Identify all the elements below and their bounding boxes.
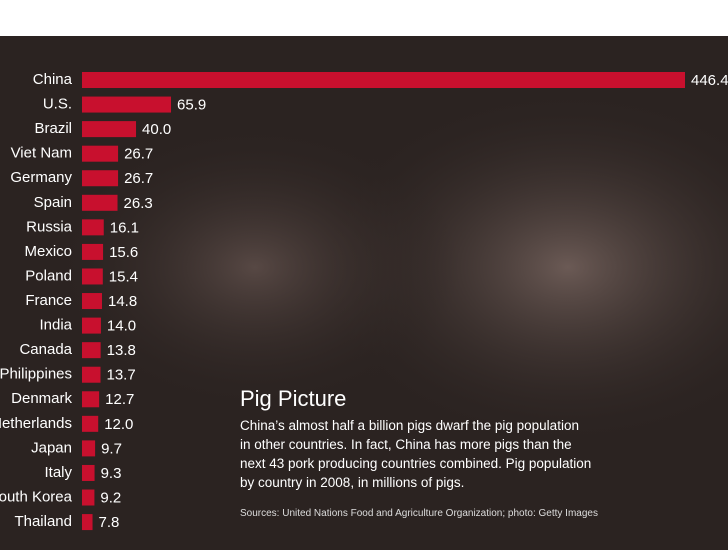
bar <box>82 415 99 432</box>
value-label: 65.9 <box>177 97 206 114</box>
bar <box>82 194 118 211</box>
value-label: 9.3 <box>101 465 122 482</box>
category-label: Canada <box>19 341 72 358</box>
source: Sources: United Nations Food and Agricul… <box>240 508 598 519</box>
value-label: 14.8 <box>108 293 137 310</box>
value-label: 13.8 <box>107 342 136 359</box>
bar <box>82 96 172 113</box>
category-label: South Korea <box>0 488 73 505</box>
bar <box>82 243 104 260</box>
value-label: 12.7 <box>105 391 134 408</box>
description: China’s almost half a billion pigs dwarf… <box>240 416 720 492</box>
bar <box>82 293 102 310</box>
bar <box>82 464 95 481</box>
bar <box>82 342 101 359</box>
category-label: Thailand <box>14 513 72 530</box>
category-label: Netherlands <box>0 415 72 432</box>
chart-title: Pig Picture <box>240 386 347 411</box>
category-label: Mexico <box>24 243 72 260</box>
description-line: by country in 2008, in millions of pigs. <box>240 475 465 490</box>
value-label: 40.0 <box>142 121 171 138</box>
value-label: 12.0 <box>104 416 133 433</box>
value-label: 446.4 <box>691 72 728 89</box>
category-label: Brazil <box>34 120 72 137</box>
bar <box>82 366 101 383</box>
value-label: 26.7 <box>124 170 153 187</box>
category-label: China <box>33 71 73 88</box>
category-label: India <box>39 317 72 334</box>
bar <box>82 121 137 138</box>
description-line: in other countries. In fact, China has m… <box>240 437 572 452</box>
bar <box>82 170 119 187</box>
category-label: Italy <box>44 464 72 481</box>
value-label: 13.7 <box>107 367 136 384</box>
annotation: Pig Picture China’s almost half a billio… <box>240 386 720 519</box>
bar <box>82 489 95 506</box>
category-label: France <box>25 292 72 309</box>
value-label: 9.2 <box>100 489 121 506</box>
value-label: 14.0 <box>107 318 136 335</box>
value-label: 26.3 <box>124 195 153 212</box>
value-label: 9.7 <box>101 440 122 457</box>
category-label: U.S. <box>43 96 72 113</box>
category-label: Denmark <box>11 390 72 407</box>
category-label: Germany <box>10 169 72 186</box>
bar <box>82 391 100 408</box>
description-line: next 43 pork producing countries combine… <box>240 456 592 471</box>
bar <box>82 514 93 531</box>
value-label: 15.4 <box>109 268 138 285</box>
category-label: Russia <box>26 218 73 235</box>
category-label: Poland <box>25 267 72 284</box>
bar <box>82 145 119 162</box>
bar <box>82 440 96 457</box>
description-line: China’s almost half a billion pigs dwarf… <box>240 418 579 433</box>
category-label: Spain <box>34 194 72 211</box>
value-label: 16.1 <box>110 219 139 236</box>
category-label: Viet Nam <box>11 145 72 162</box>
value-label: 15.6 <box>109 244 138 261</box>
category-label: Japan <box>31 439 72 456</box>
bar <box>82 219 104 236</box>
value-label: 26.7 <box>124 146 153 163</box>
bar <box>82 72 685 88</box>
category-label: Philippines <box>0 366 72 383</box>
bar <box>82 268 103 285</box>
value-label: 7.8 <box>99 514 120 531</box>
bar <box>82 317 101 334</box>
